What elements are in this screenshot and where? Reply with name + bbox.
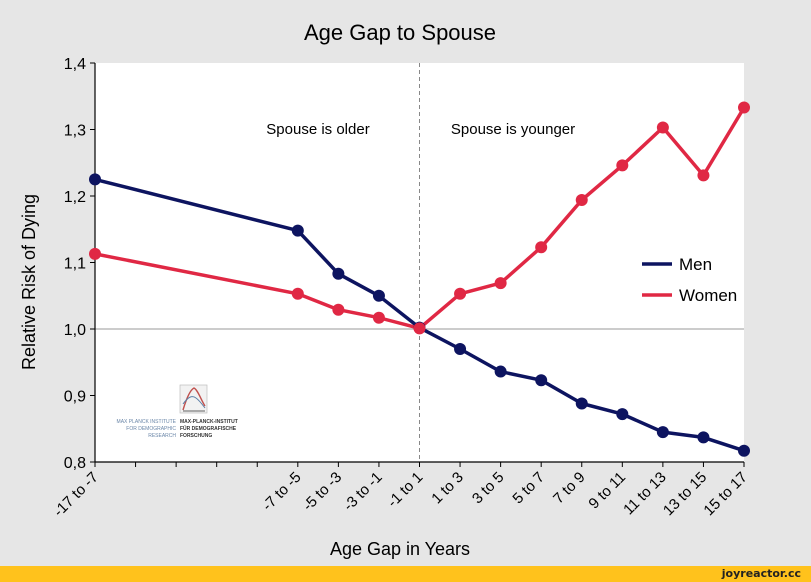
data-point-women: [454, 287, 467, 300]
data-point-women: [616, 159, 629, 172]
data-point-women: [413, 322, 426, 335]
logo-text-en-1: MAX PLANCK INSTITUTE: [117, 419, 177, 425]
data-point-men: [575, 397, 588, 410]
annotation-spouse-older: Spouse is older: [266, 121, 369, 138]
data-point-women: [332, 303, 345, 316]
y-tick-label: 0,9: [64, 389, 86, 406]
y-tick-label: 1,4: [64, 56, 86, 73]
logo-curve-2: [182, 396, 206, 409]
logo-text-de-2: FÜR DEMOGRAFISCHE: [180, 425, 237, 432]
y-tick-label: 1,2: [64, 189, 86, 206]
x-axis-label: Age Gap in Years: [330, 539, 470, 559]
y-tick-label: 1,3: [64, 123, 86, 140]
data-point-women: [89, 247, 101, 260]
site-watermark[interactable]: joyreactor.cc: [721, 567, 801, 580]
y-axis-label: Relative Risk of Dying: [19, 194, 39, 370]
chart-title: Age Gap to Spouse: [304, 20, 496, 45]
annotation-spouse-younger: Spouse is younger: [451, 121, 575, 138]
data-point-women: [656, 121, 669, 134]
logo-emblem: [179, 384, 208, 414]
data-point-men: [656, 426, 669, 439]
legend-label-men: Men: [679, 255, 712, 274]
data-point-men: [332, 267, 345, 280]
data-point-men: [494, 365, 507, 378]
data-point-men: [697, 431, 710, 444]
y-tick-label: 1,0: [64, 322, 86, 339]
legend-label-women: Women: [679, 286, 737, 305]
logo-text-de-1: MAX-PLANCK-INSTITUT: [180, 419, 238, 425]
data-point-men: [89, 173, 101, 186]
data-point-women: [697, 169, 710, 182]
data-point-men: [616, 408, 629, 421]
data-point-men: [372, 289, 385, 302]
data-point-women: [575, 193, 588, 206]
data-point-women: [494, 277, 507, 290]
data-point-men: [738, 444, 750, 457]
max-planck-logo: MAX PLANCK INSTITUTE FOR DEMOGRAPHIC RES…: [117, 384, 238, 439]
data-point-women: [738, 101, 750, 114]
data-point-men: [291, 224, 304, 237]
data-point-women: [291, 287, 304, 300]
legend: Men Women: [642, 255, 737, 305]
logo-curve: [182, 387, 206, 411]
y-tick-label: 0,8: [64, 455, 86, 472]
data-point-women: [535, 241, 548, 254]
logo-text-en-3: RESEARCH: [148, 433, 176, 439]
footer-bar: joyreactor.cc: [0, 566, 811, 582]
y-tick-label: 1,1: [64, 256, 86, 273]
logo-text-en-2: FOR DEMOGRAPHIC: [126, 426, 176, 432]
data-point-women: [372, 311, 385, 324]
data-point-men: [535, 374, 548, 387]
chart: Age Gap to Spouse Relative Risk of Dying…: [19, 20, 751, 559]
data-point-men: [454, 342, 467, 355]
logo-text-de-3: FORSCHUNG: [180, 433, 212, 439]
